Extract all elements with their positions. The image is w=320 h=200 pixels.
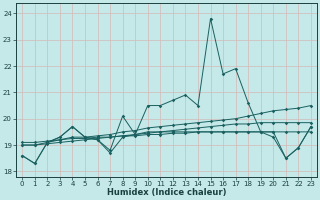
X-axis label: Humidex (Indice chaleur): Humidex (Indice chaleur) bbox=[107, 188, 226, 197]
